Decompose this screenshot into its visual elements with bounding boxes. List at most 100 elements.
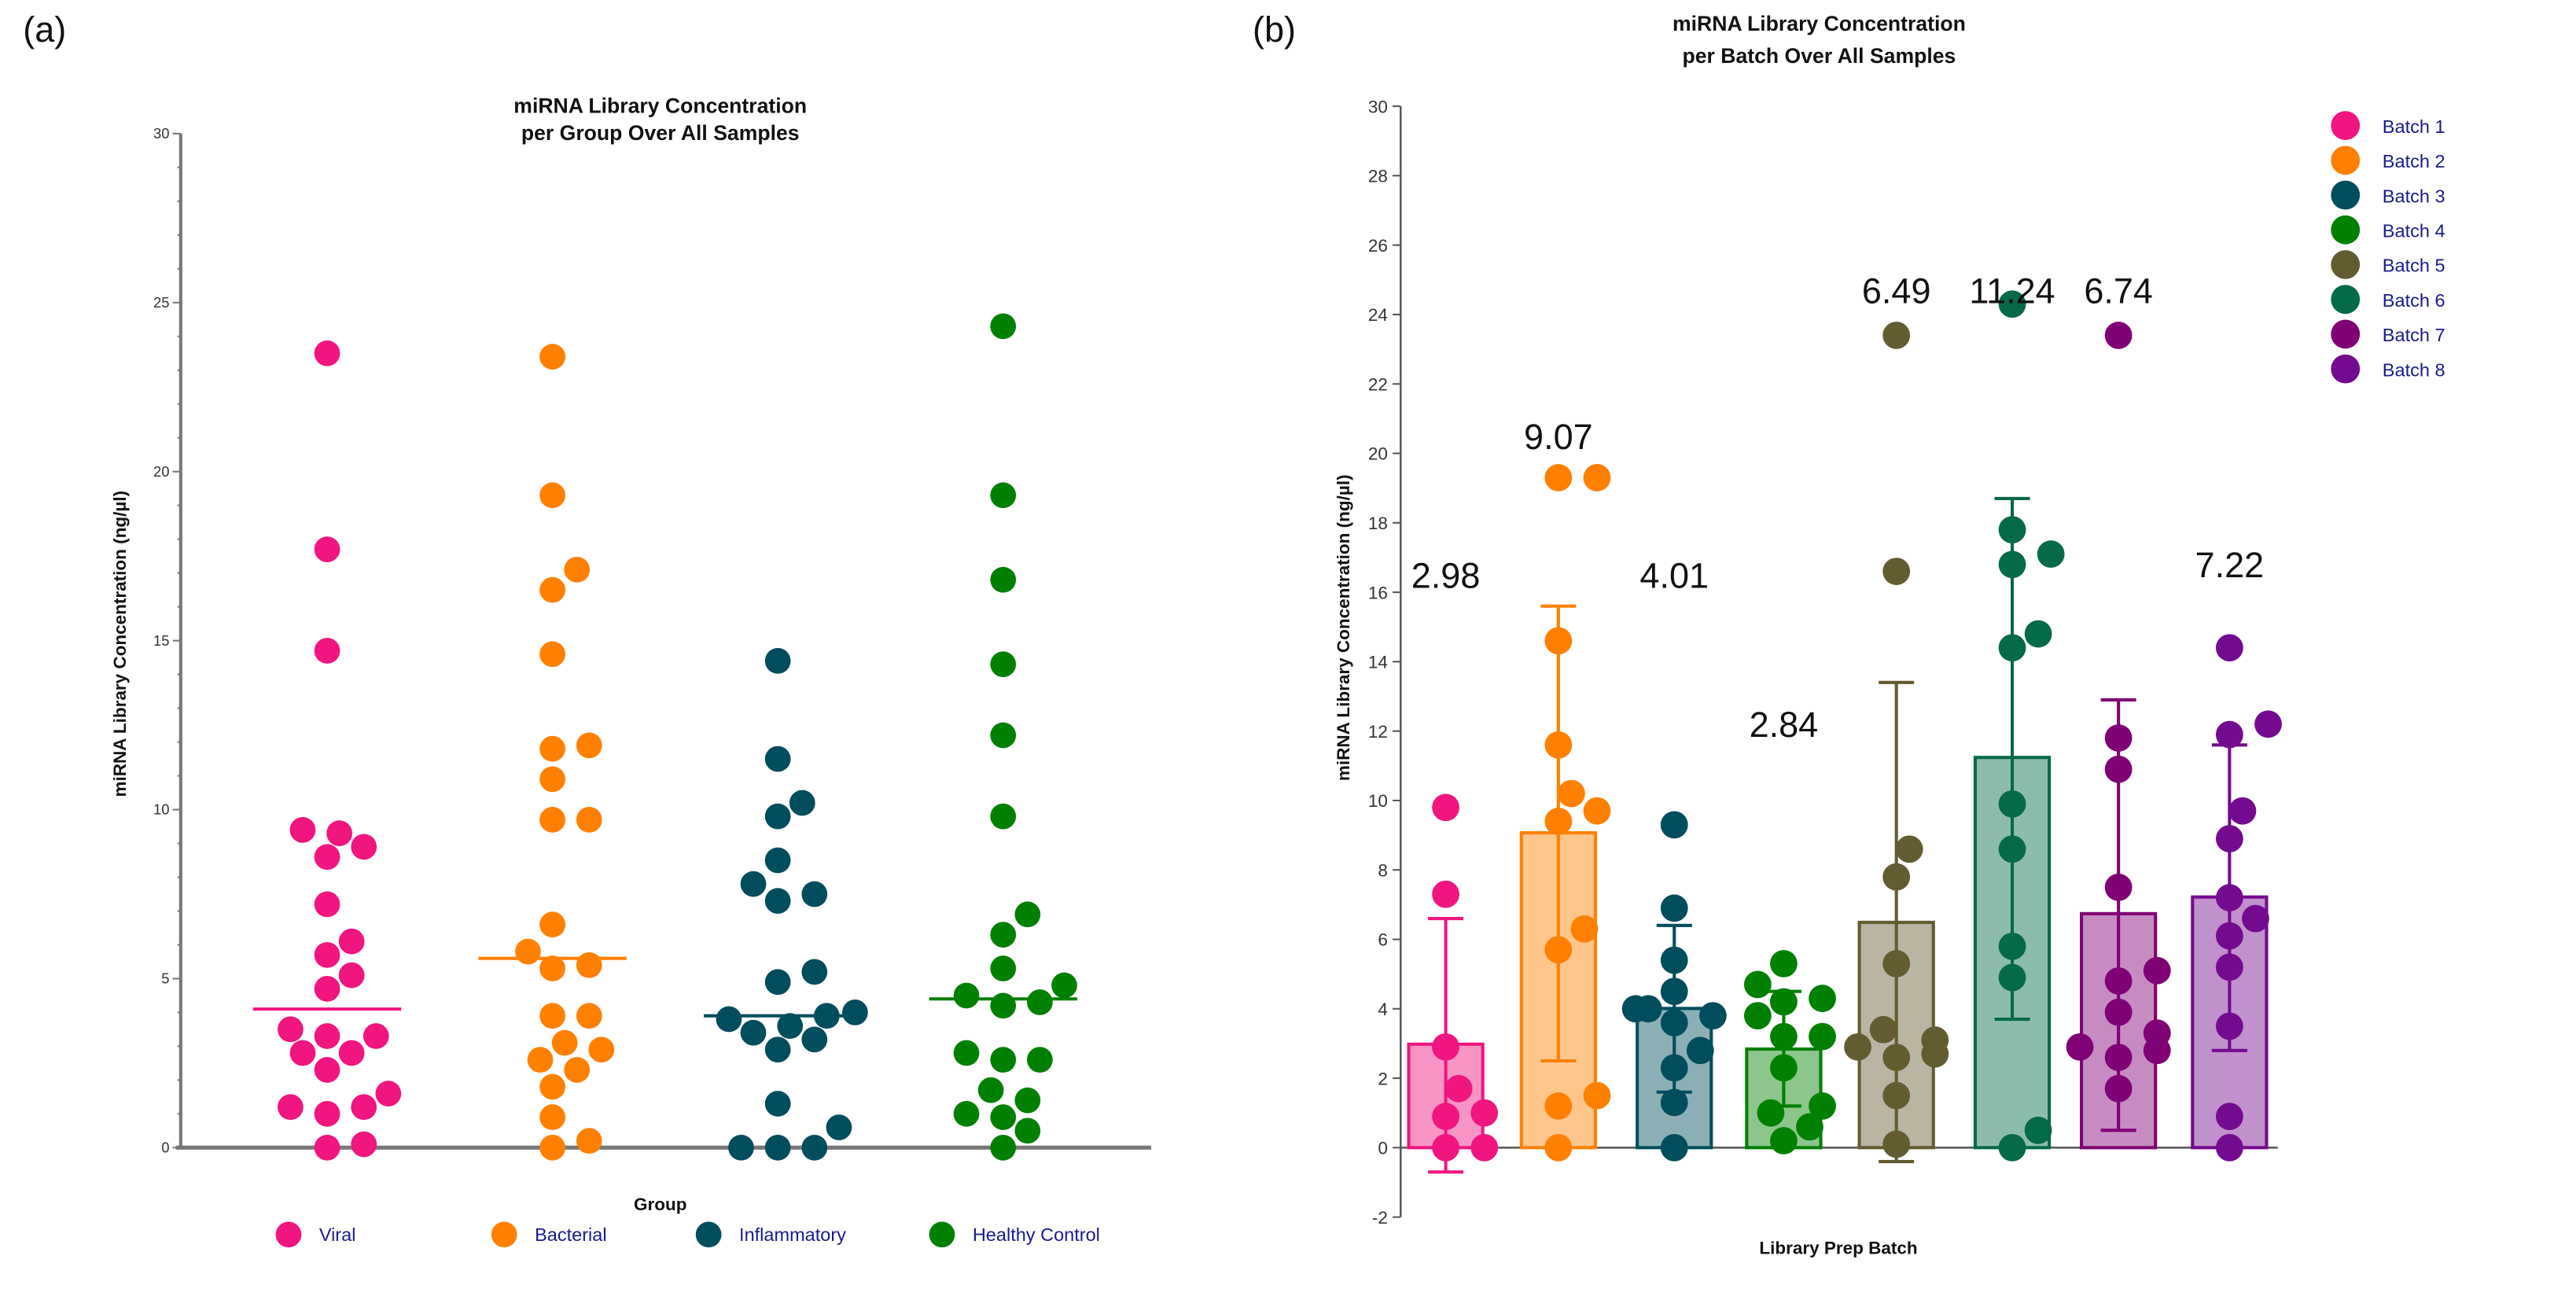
data-point [990,922,1017,948]
data-point [1660,894,1688,922]
panel-a-y-tick-label: 0 [161,1139,169,1156]
data-point [953,982,980,1009]
panel-a-series-healthy-control [929,313,1077,1161]
data-point [2215,922,2243,950]
data-point [278,1016,304,1043]
data-point [351,1131,377,1158]
panel-b-series-batch-2: 9.07 [1519,417,1611,1162]
panel-a-y-tick-label: 30 [153,125,169,142]
legend-marker [2331,180,2361,210]
legend-label: Batch 6 [2383,290,2445,311]
data-point [576,732,602,759]
data-point [539,911,565,938]
data-point [351,834,377,860]
panel-a-series-viral [252,340,402,1161]
data-point [539,482,565,509]
data-point [764,847,791,874]
data-point [2215,884,2243,911]
data-point [1027,989,1053,1015]
data-point [1921,1026,1949,1054]
data-point [314,844,340,871]
panel-b-series-batch-4: 2.84 [1743,705,1836,1154]
legend-marker [2331,285,2361,315]
data-point [1432,793,1459,822]
legend-label: Batch 4 [2383,220,2445,241]
data-point [1998,550,2026,579]
legend-label: Batch 5 [2383,256,2445,276]
data-point [1844,1033,1871,1061]
data-point [314,975,340,1002]
panel-b-y-tick-label: 20 [1368,444,1388,464]
data-point [1809,1092,1836,1120]
data-point [1809,1022,1836,1051]
data-point [539,807,565,833]
panel-b-label: (b) [1253,9,1296,50]
panel-b-y-tick-label: 0 [1378,1139,1388,1158]
panel-a-y-tick-label: 20 [153,463,169,480]
data-point [2104,724,2133,752]
panel-b-y-tick-label: 28 [1368,167,1388,186]
data-point [764,969,791,996]
data-point [2104,755,2133,783]
data-point [1998,835,2026,863]
panel-a-series-bacterial [478,344,627,1161]
panel-a-x-label: Group [634,1195,687,1214]
data-point [2143,1019,2171,1047]
data-point [1432,1033,1459,1061]
panel-b-y-tick-label: 8 [1378,860,1388,880]
data-point [1998,516,2026,544]
data-point [826,1114,852,1140]
panel-b-y-tick-label: 10 [1368,791,1388,811]
legend-label: Batch 1 [2383,116,2445,137]
data-point [2215,953,2243,981]
panel-b-series-batch-7: 6.74 [2066,271,2171,1150]
data-point [1544,1133,1573,1162]
data-point [515,938,541,965]
panel-b-y-tick-label: 22 [1368,374,1388,394]
data-point [539,641,565,668]
data-point [539,735,565,762]
mean-label: 11.24 [1969,271,2055,311]
data-point [1882,863,1911,891]
panel-a-chart: miRNA Library Concentration per Group Ov… [110,94,1152,1248]
data-point [990,1134,1017,1161]
data-point [576,1128,602,1154]
data-point [716,1006,742,1033]
data-point [1660,811,1688,839]
panel-b-x-label: Library Prep Batch [1759,1238,1917,1257]
panel-b-series-batch-1: 2.98 [1407,555,1499,1174]
data-point [1432,1133,1459,1162]
data-point [801,881,828,908]
data-point [1557,779,1585,808]
panel-b-series-batch-5: 6.49 [1844,271,1949,1164]
legend-marker [2331,354,2361,384]
legend-marker [2331,145,2361,175]
data-point [801,959,828,985]
legend-marker [275,1221,302,1248]
data-point [1621,995,1650,1023]
panel-b-y-tick-label: 24 [1368,305,1388,325]
data-point [1882,1044,1911,1071]
data-point [2215,634,2243,662]
data-point [1770,1054,1798,1082]
data-point [990,955,1017,981]
data-point [576,1003,602,1029]
data-point [990,566,1017,593]
data-point [728,1134,754,1161]
data-point [990,803,1017,830]
panel-a-y-tick-label: 25 [153,294,169,311]
data-point [314,340,340,366]
data-point [2215,720,2243,749]
data-point [1882,1081,1911,1110]
data-point [764,803,791,830]
data-point [990,722,1017,749]
data-point [789,790,815,816]
legend-marker [2331,111,2361,141]
data-point [2024,620,2052,648]
data-point [314,1134,340,1161]
data-point [953,1040,980,1066]
data-point [2215,825,2243,852]
data-point [2104,998,2133,1026]
data-point [314,941,340,968]
data-point [1743,970,1772,999]
